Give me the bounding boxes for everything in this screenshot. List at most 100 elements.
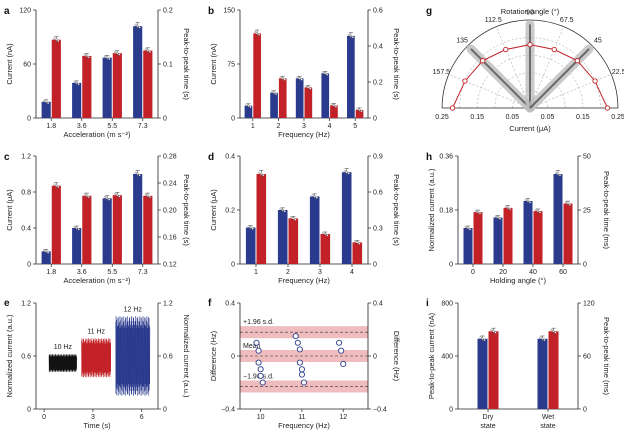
data-dot [108,198,111,201]
data-dot [114,192,117,196]
bar-right-series [51,185,61,264]
bar-right-series [112,53,122,119]
y-axis-title-right: Difference (Hz) [392,331,401,382]
svg-text:i: i [426,298,429,309]
data-dot [254,31,257,34]
data-dot [552,330,555,333]
data-dot [538,211,542,214]
y-tick-label-left: 1.2 [21,154,31,161]
x-axis-title: Acceleration (m s⁻²) [64,130,131,139]
data-dot [83,53,86,56]
data-dot [296,76,299,79]
data-dot [144,48,147,51]
bar-right-series [473,212,483,264]
data-dot [283,210,286,213]
bar-right-series [82,55,92,118]
chart-panel-i: 0 400 800 0 60 120 Peak-to-peak current (nA) Pe… [427,301,611,431]
bar-left-series [102,198,112,264]
y-tick-label-left: 120 [19,8,31,15]
data-dot [506,206,510,209]
bar-left-series [244,105,253,118]
data-dot [298,77,301,80]
y-tick-label-left: 0.4 [225,301,235,308]
data-dot [476,211,480,214]
bar-right-series [143,50,153,118]
panel-label-e: e [4,298,10,309]
data-dot [541,337,544,340]
data-dot [464,225,468,228]
data-dot [315,196,318,199]
y-tick-label-right: 0.2 [163,8,173,15]
data-dot [45,250,48,253]
polar-title: Rotation angle (°) [501,7,560,16]
polar-point [551,46,557,53]
polar-radial-label: 0.15 [576,114,590,121]
y-tick-label-right: 0.3 [373,226,383,233]
data-dot [322,71,325,74]
x-tick-label: 5.5 [107,123,117,130]
bar-left-series [72,228,82,264]
y-axis-title-left: Current (nA) [5,43,14,85]
data-dot [550,328,553,332]
bar-left-series [72,82,82,118]
data-dot [356,107,359,110]
y-tick-label-left: 0.4 [225,154,235,161]
polar-point [574,58,580,64]
data-dot [47,251,50,254]
scatter-point [253,339,260,346]
svg-text:b: b [208,6,214,17]
y-axis-title-left: Normalized current (a.u.) [5,314,14,397]
y-tick-label-right: 0 [163,407,167,414]
data-dot [474,209,478,213]
data-dot [539,336,542,339]
x-tick-label: 1 [254,269,258,276]
sd-band [240,326,368,339]
y-axis-title-left: Current (μA) [5,189,14,231]
y-tick-label-left: 0.6 [21,354,31,361]
x-axis-title: Frequency (Hz) [278,276,330,285]
panel-label-f: f [208,298,212,309]
bar-right-series [320,234,331,264]
data-dot [87,195,90,199]
y-tick-label-right: 50 [583,154,591,161]
bar-right-series [112,195,122,264]
data-dot [481,337,484,340]
y-tick-label-right: −0.4 [373,407,387,414]
y-tick-label-right: 25 [583,208,591,215]
chart-panel-h: 0 0.18 0.36 0 25 50 Normalized current (a.u.) P… [427,154,611,286]
chart-panel-g: Rotation angle (°) 22.5 45 67.5 90 112.5 135 15… [433,7,624,133]
data-dot [245,103,248,106]
data-dot [272,91,276,94]
scatter-point [294,339,301,346]
polar-radial-label: 0.25 [611,114,624,121]
y-tick-label-left: 0 [231,262,235,269]
bar-left-series [295,78,304,118]
x-tick-label: Dry [483,414,494,421]
data-dot [504,205,508,208]
data-dot [354,240,357,243]
y-tick-label-right: 60 [583,354,591,361]
x-tick-label: 4 [328,123,332,130]
bar-right-series [288,218,299,264]
data-dot [251,227,254,230]
svg-text:f: f [208,298,212,309]
data-dot [258,33,261,36]
polar-point [480,58,486,64]
y-tick-label-right: 0.4 [373,301,383,308]
data-dot [258,171,261,174]
data-dot [564,201,568,204]
polar-spoke [529,26,564,109]
data-dot [85,194,88,197]
y-tick-label-left: 0 [449,262,453,269]
data-dot [75,226,78,230]
x-axis-title: Time (s) [83,421,111,430]
scatter-point [338,347,345,354]
y-tick-label-left: 0 [231,116,235,123]
data-dot [260,172,263,176]
data-dot [478,212,482,215]
y-tick-label-right: 0.28 [163,154,177,161]
x-tick-label: 60 [559,269,567,276]
pen-clip-icon [529,48,590,109]
